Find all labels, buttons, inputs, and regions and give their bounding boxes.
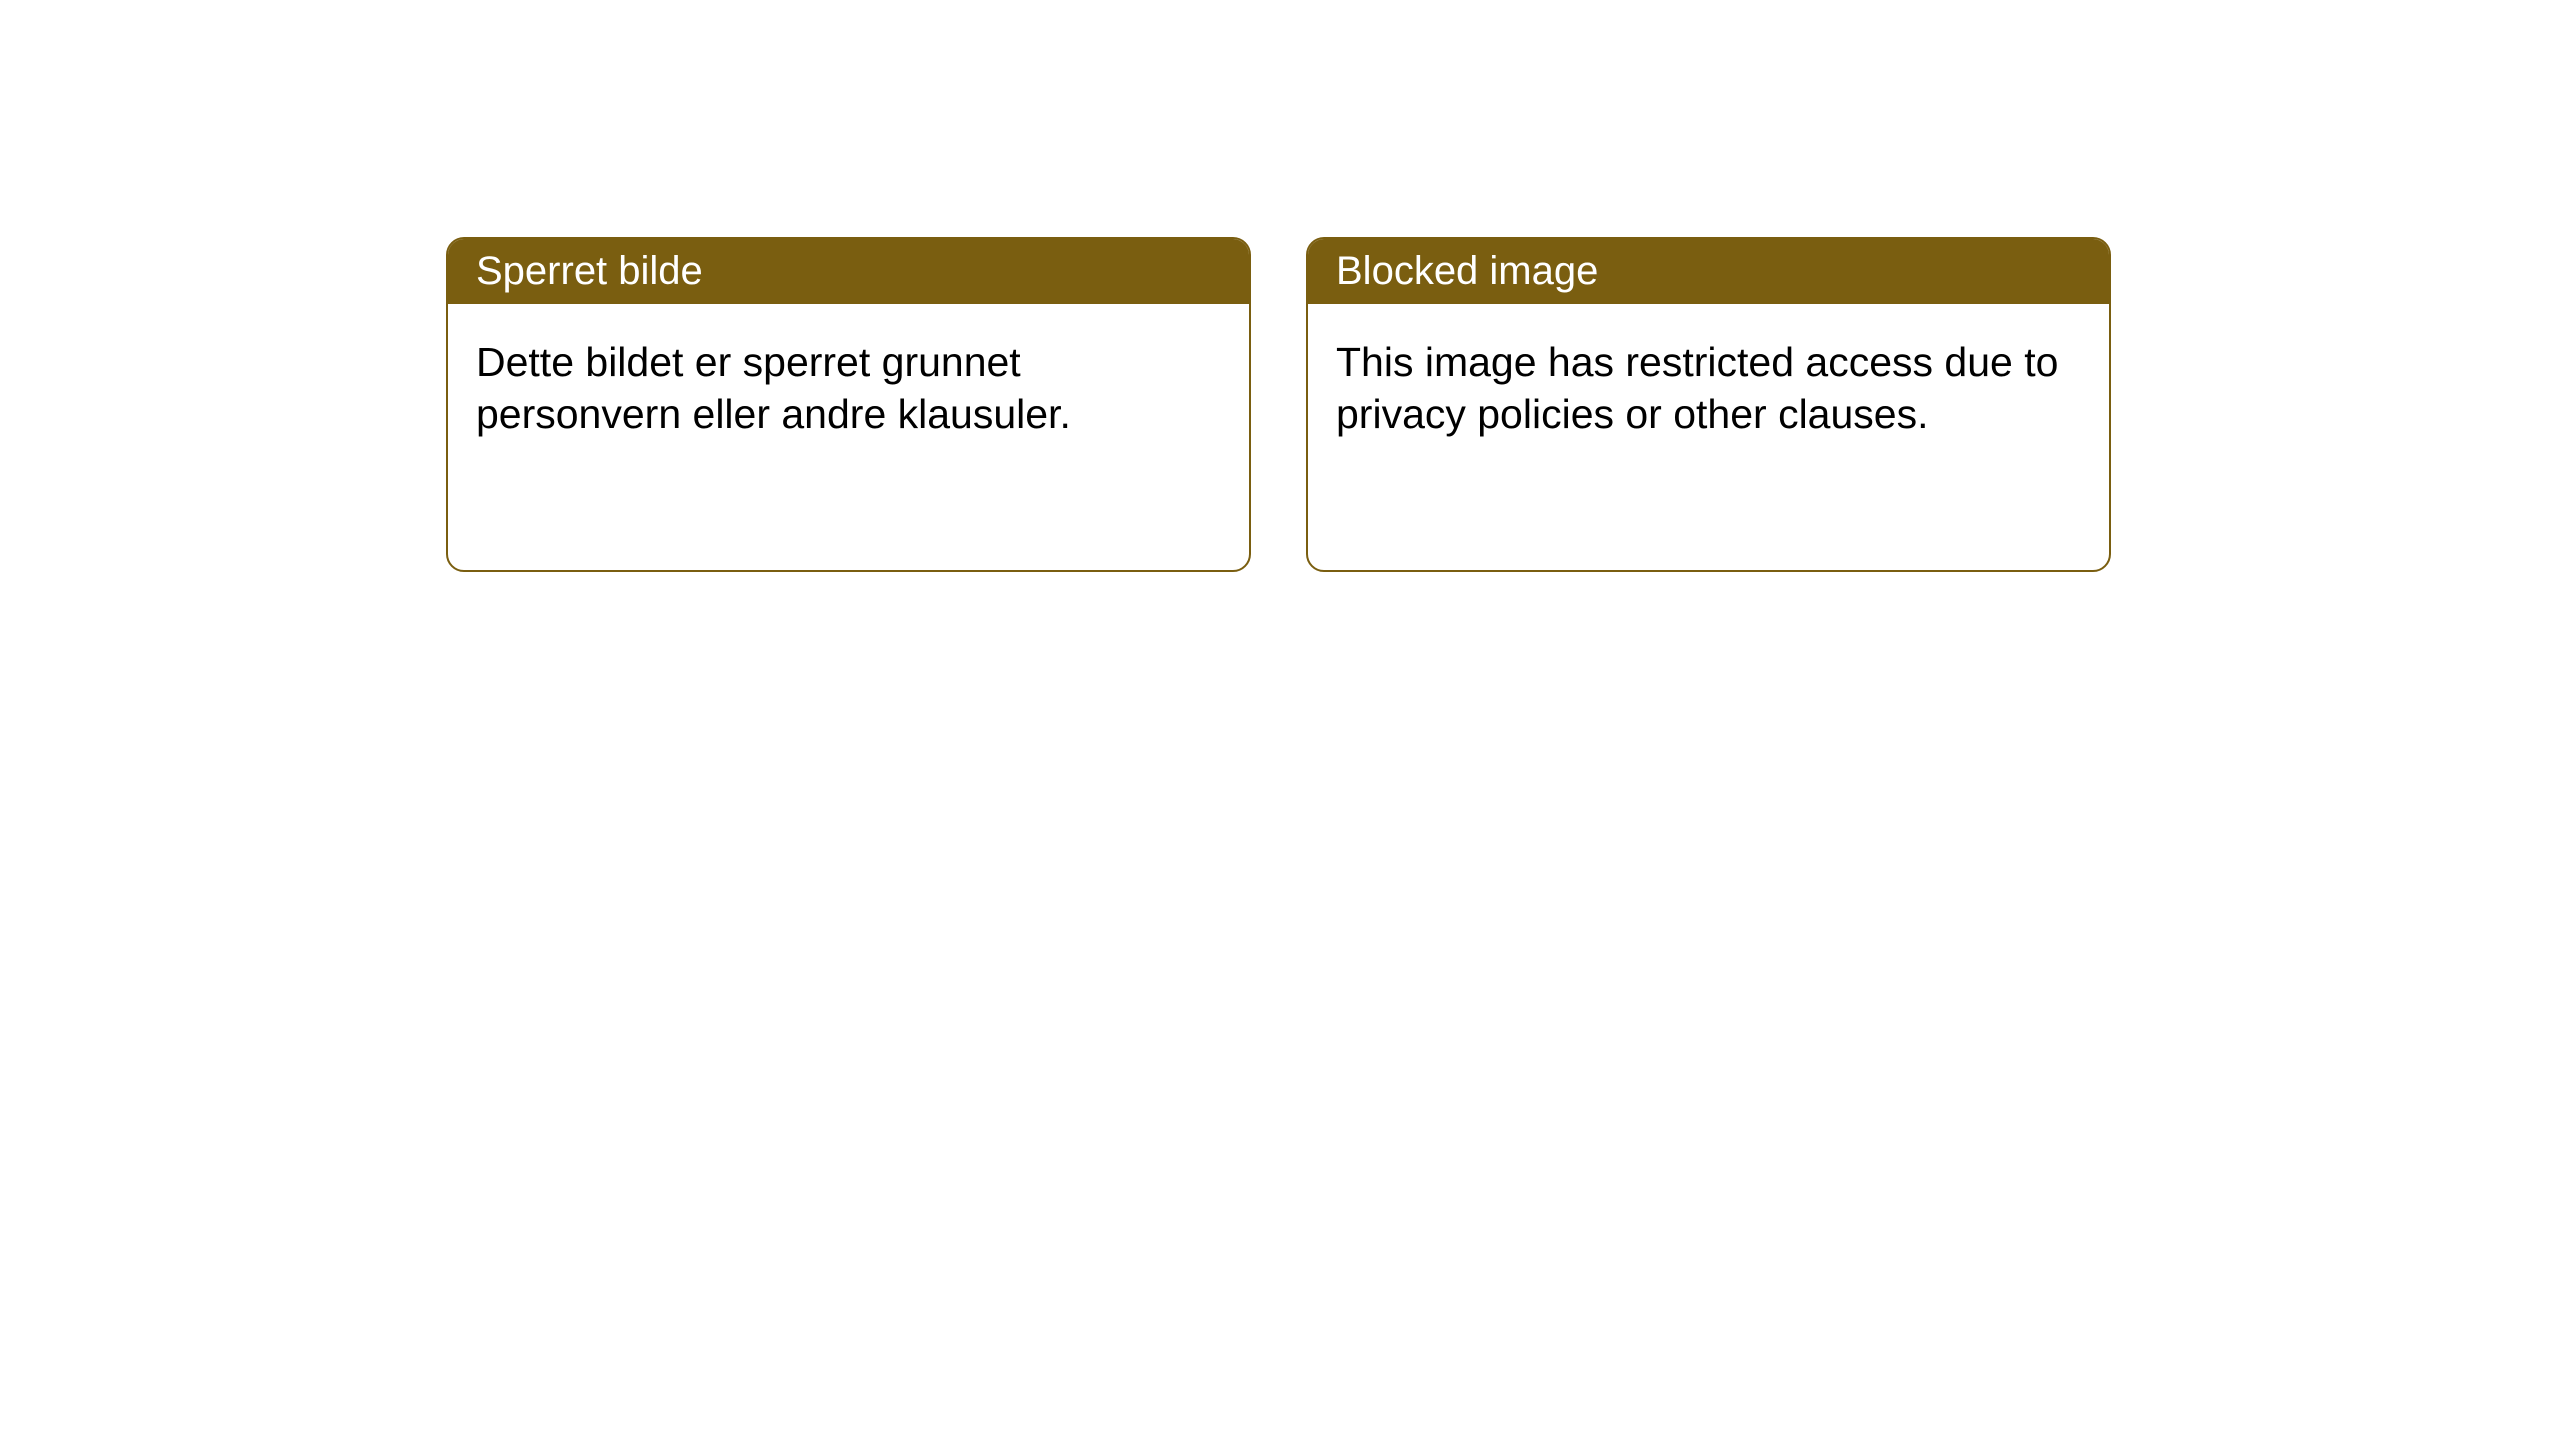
notice-header: Blocked image xyxy=(1308,239,2109,304)
notice-title: Sperret bilde xyxy=(476,249,703,293)
notice-body-text: Dette bildet er sperret grunnet personve… xyxy=(476,339,1071,437)
notice-header: Sperret bilde xyxy=(448,239,1249,304)
notice-container: Sperret bilde Dette bildet er sperret gr… xyxy=(446,237,2111,572)
notice-body-text: This image has restricted access due to … xyxy=(1336,339,2058,437)
notice-card-norwegian: Sperret bilde Dette bildet er sperret gr… xyxy=(446,237,1251,572)
notice-card-english: Blocked image This image has restricted … xyxy=(1306,237,2111,572)
notice-title: Blocked image xyxy=(1336,249,1598,293)
notice-body: This image has restricted access due to … xyxy=(1308,304,2109,473)
notice-body: Dette bildet er sperret grunnet personve… xyxy=(448,304,1249,473)
